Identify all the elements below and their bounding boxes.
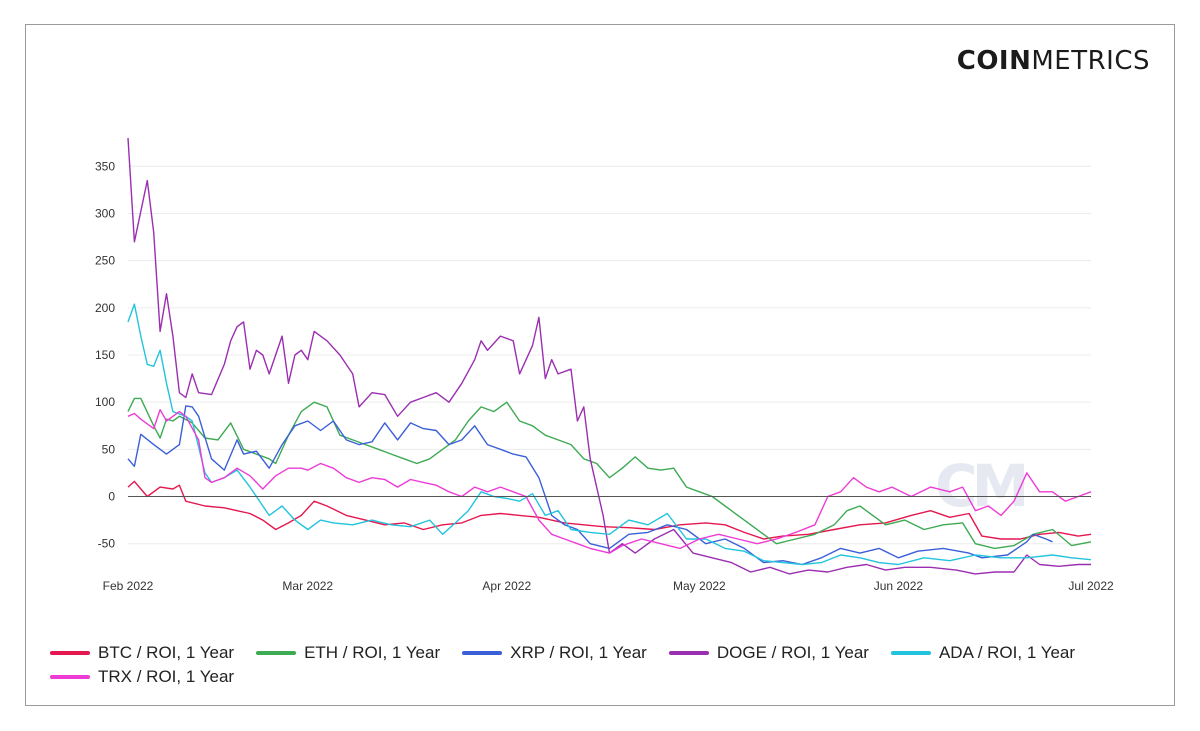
y-tick-label: 50 — [102, 442, 116, 456]
y-tick-label: 350 — [95, 159, 115, 173]
legend-item-trx[interactable]: TRX / ROI, 1 Year — [50, 666, 234, 688]
legend-label: ETH / ROI, 1 Year — [304, 643, 441, 662]
coinmetrics-logo: COINMETRICS — [957, 46, 1150, 76]
x-tick-label: May 2022 — [673, 579, 726, 593]
legend-swatch — [50, 675, 90, 679]
x-tick-label: Feb 2022 — [103, 579, 154, 593]
series-line-doge — [127, 137, 1091, 575]
legend-item-eth[interactable]: ETH / ROI, 1 Year — [256, 642, 440, 664]
legend-label: ADA / ROI, 1 Year — [938, 643, 1076, 662]
y-tick-label: 200 — [95, 301, 115, 315]
series-line-eth — [127, 397, 1092, 550]
y-tick-label: 300 — [95, 206, 115, 220]
grid-lines — [128, 165, 1091, 545]
x-tick-label: Jul 2022 — [1068, 579, 1114, 593]
series-lines — [127, 137, 1092, 575]
y-tick-label: 150 — [95, 348, 115, 362]
y-tick-label: 0 — [108, 490, 115, 504]
legend-item-xrp[interactable]: XRP / ROI, 1 Year — [462, 642, 647, 664]
legend-swatch — [256, 651, 297, 655]
logo-bold-text: COIN — [956, 46, 1032, 76]
series-line-trx — [127, 409, 1092, 554]
legend-label: BTC / ROI, 1 Year — [98, 643, 235, 662]
legend-swatch — [890, 651, 931, 655]
series-line-btc — [127, 480, 1092, 540]
y-tick-label: 100 — [95, 395, 115, 409]
legend-swatch — [462, 651, 503, 655]
x-tick-label: Jun 2022 — [874, 579, 924, 593]
legend-label: TRX / ROI, 1 Year — [98, 667, 235, 686]
legend-label: DOGE / ROI, 1 Year — [716, 643, 869, 662]
legend-swatch — [668, 651, 709, 655]
y-tick-label: -50 — [98, 537, 116, 551]
legend-item-doge[interactable]: DOGE / ROI, 1 Year — [668, 642, 869, 664]
x-tick-label: Apr 2022 — [482, 579, 531, 593]
series-line-xrp — [127, 405, 1053, 566]
chart-frame — [25, 24, 1175, 706]
logo-light-text: METRICS — [1031, 46, 1150, 76]
legend-label: XRP / ROI, 1 Year — [510, 643, 647, 662]
x-tick-label: Mar 2022 — [282, 579, 333, 593]
x-axis-ticks: Feb 2022 Mar 2022 Apr 2022 May 2022 Jun 2022… — [103, 579, 1114, 593]
series-line-ada — [127, 303, 1092, 566]
y-axis-ticks: -50 0 50 100 150 200 250 300 350 — [95, 159, 115, 550]
legend: BTC / ROI, 1 Year ETH / ROI, 1 Year XRP / … — [50, 640, 1150, 688]
legend-item-ada[interactable]: ADA / ROI, 1 Year — [890, 642, 1076, 664]
legend-item-btc[interactable]: BTC / ROI, 1 Year — [50, 642, 234, 664]
y-tick-label: 250 — [95, 254, 115, 268]
legend-swatch — [50, 651, 90, 655]
